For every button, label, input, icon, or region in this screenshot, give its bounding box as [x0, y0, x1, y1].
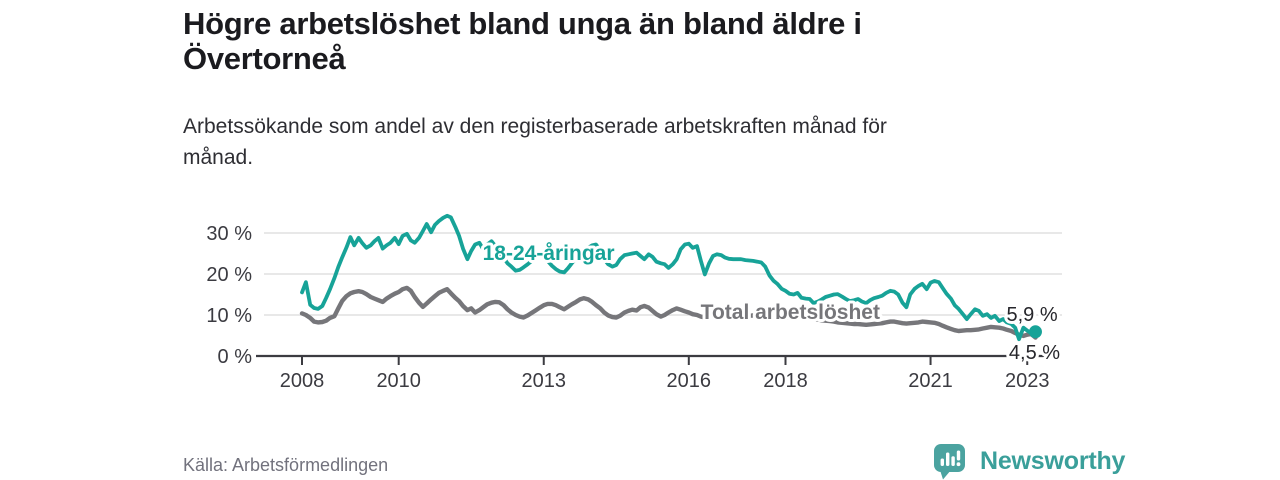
- y-tick-label: 20 %: [206, 264, 252, 286]
- x-tick-label: 2016: [667, 370, 712, 392]
- chart-subtitle-line1: Arbetssökande som andel av den registerb…: [183, 115, 887, 138]
- chart-subtitle: Arbetssökande som andel av den registerb…: [183, 111, 1063, 173]
- page-title-line1: Högre arbetslöshet bland unga än bland ä…: [183, 6, 862, 41]
- series-inline-label-total-arbetsl-shet: Total arbetslöshet: [701, 301, 880, 324]
- source-label: Källa: Arbetsförmedlingen: [183, 455, 389, 475]
- series-line-total-arbetsl-shet: [299, 285, 1038, 340]
- x-tick-label: 2013: [522, 370, 567, 392]
- y-tick-label: 10 %: [206, 305, 252, 327]
- series-line-18-24-ringar: [300, 213, 1038, 342]
- series-end-value-total-arbetsl-shet: 4,5 %: [1009, 342, 1060, 364]
- chart-canvas: 0 % 10 % 20 % 30 % 2008 2010 2013 2016 2018 2021 2…: [206, 213, 1063, 392]
- x-tick-label: 2018: [763, 370, 808, 392]
- series-inline-label-18-24-ringar: 18-24-åringar: [483, 242, 615, 265]
- x-tick-label: 2023: [1005, 370, 1050, 392]
- chart-subtitle-line2: månad.: [183, 146, 254, 169]
- series-end-dot-18-24-ringar: [1028, 325, 1042, 339]
- y-tick-label: 0 %: [218, 346, 253, 368]
- y-tick-label: 30 %: [206, 223, 252, 245]
- x-tick-label: 2010: [376, 370, 421, 392]
- page-title-line2: Övertorneå: [183, 41, 346, 76]
- line-chart: 0 % 10 % 20 % 30 % 2008 2010 2013 2016 2018 2021 2…: [0, 195, 1280, 410]
- x-tick-label: 2021: [908, 370, 953, 392]
- brand-name: Newsworthy: [980, 447, 1126, 475]
- brand-logo: Newsworthy: [933, 443, 1125, 480]
- bar-chart-pin-icon: [934, 444, 965, 480]
- x-tick-label: 2008: [280, 370, 325, 392]
- series-end-value-18-24-ringar: 5,9 %: [1007, 304, 1058, 326]
- page-title: Högre arbetslöshet bland unga än bland ä…: [183, 6, 1043, 76]
